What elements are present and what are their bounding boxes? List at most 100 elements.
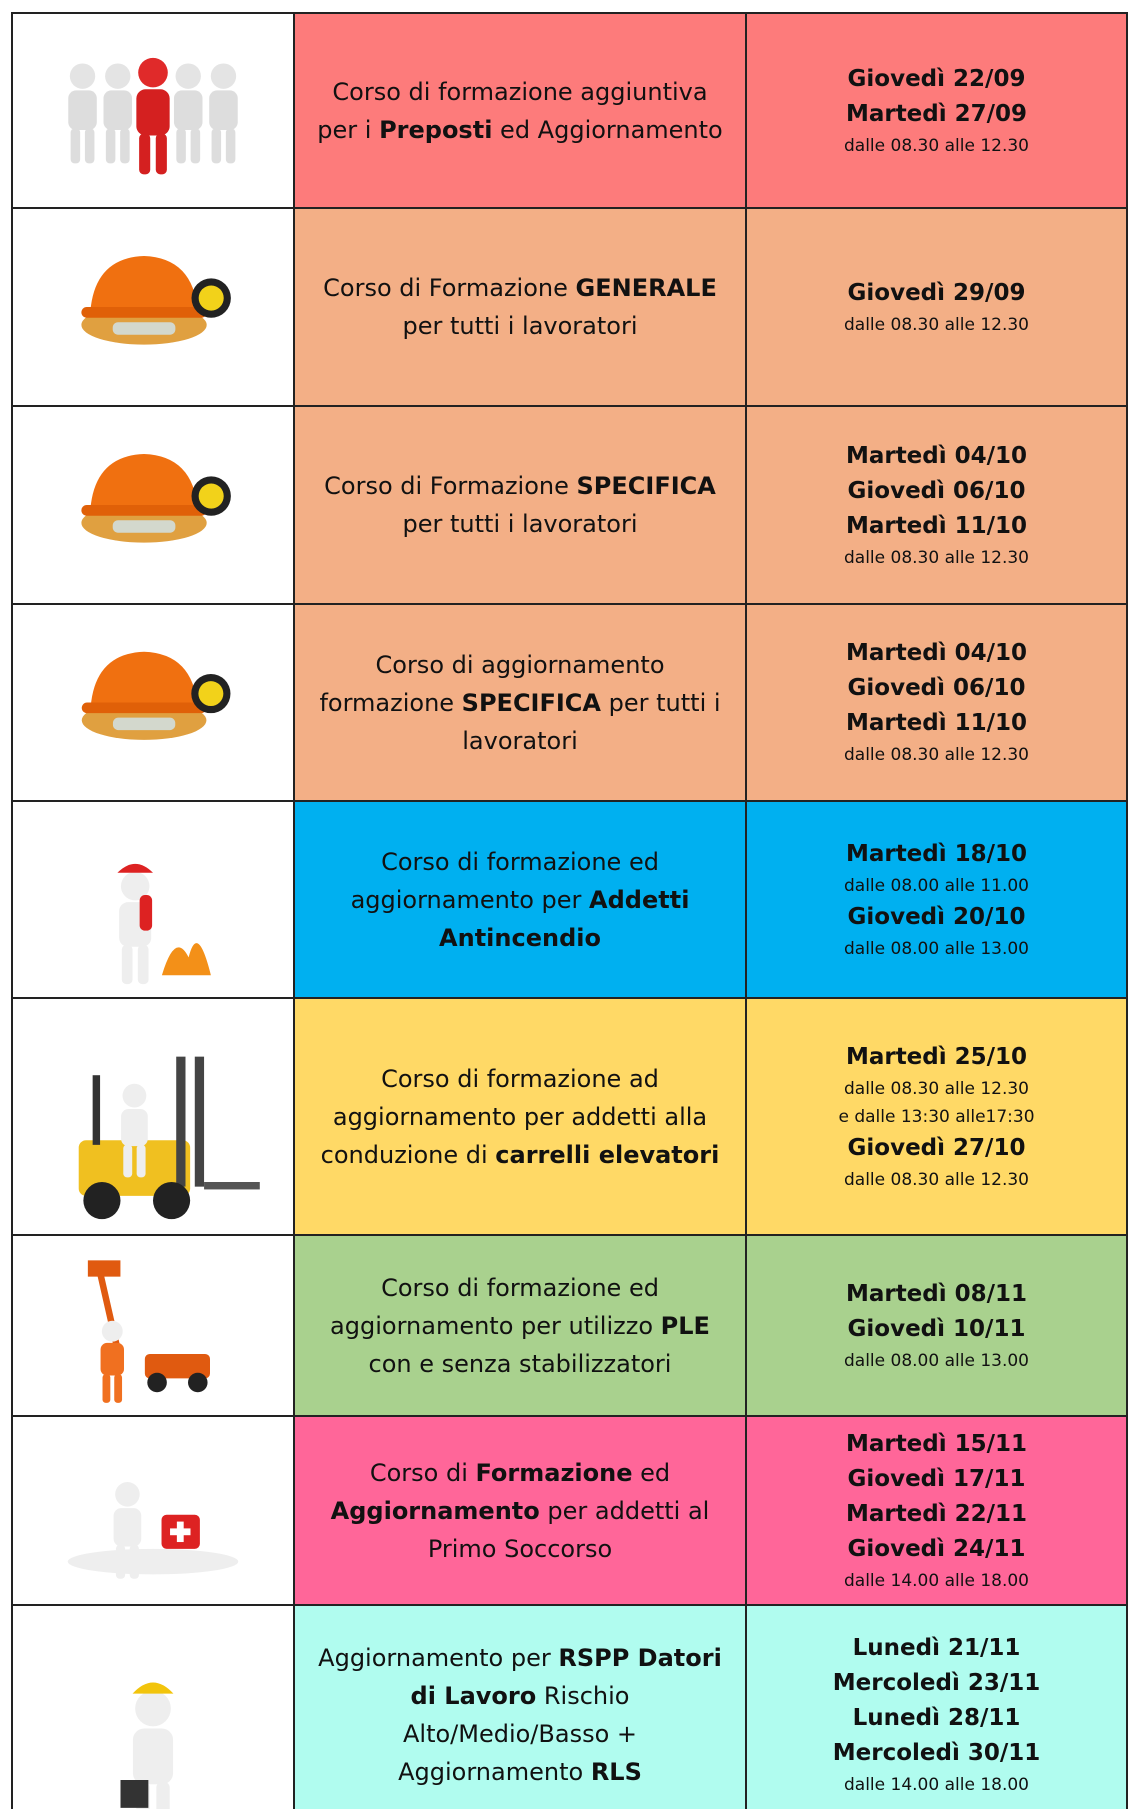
date: Giovedì 27/10 [847, 1134, 1026, 1161]
course-row: Corso di aggiornamento formazione SPECIF… [13, 605, 1128, 802]
course-table: Corso di formazione aggiuntiva per i Pre… [11, 12, 1128, 1809]
course-text: Corso di formazione ed aggiornamento per… [309, 843, 731, 957]
course-name: Corso di formazione aggiuntiva per i Pre… [295, 14, 747, 207]
date: Giovedì 20/10 [847, 903, 1026, 930]
schedule: Martedì 18/10 dalle 08.00 alle 11.00 Giove… [747, 802, 1128, 997]
course-part: Corso di formazione aggiuntiva per i [317, 77, 708, 144]
course-text: Corso di formazione aggiuntiva per i Pre… [309, 73, 731, 149]
time: dalle 08.30 alle 12.30 [844, 745, 1029, 765]
date: Martedì 25/10 [845, 1043, 1028, 1070]
icon [81, 453, 231, 543]
course-part: Corso di Formazione [324, 472, 577, 500]
date: Martedì 11/10 [845, 512, 1028, 539]
course-row: Corso di formazione ed aggiornamento per… [13, 1236, 1128, 1417]
course-row: Corso di Formazione ed Aggiornamento per… [13, 1417, 1128, 1606]
course-part: con e senza stabilizzatori [368, 1349, 672, 1378]
course-name: Corso di formazione ed aggiornamento per… [295, 802, 747, 997]
course-row: Corso di Formazione GENERALE per tutti i… [13, 209, 1128, 407]
course-text: Corso di aggiornamento formazione SPECIF… [309, 646, 731, 760]
course-part: Corso di formazione ad aggiornamento per… [320, 1064, 708, 1169]
schedule: Martedì 04/10 Giovedì 06/10 Martedì 11/10 d… [747, 407, 1128, 603]
course-row: Corso di formazione aggiuntiva per i Pre… [13, 14, 1128, 209]
icon [87, 1260, 210, 1403]
date: Giovedì 10/11 [847, 1315, 1026, 1342]
date: Martedì 04/10 [845, 442, 1028, 469]
schedule: Giovedì 22/09 Martedì 27/09 dalle 08.30 al… [747, 14, 1128, 207]
course-part: SPECIFICA [461, 688, 601, 717]
date: Lunedì 28/11 [852, 1705, 1021, 1731]
icon [78, 1056, 260, 1219]
time: dalle 08.30 alle 12.30 [844, 135, 1029, 156]
icon [117, 863, 211, 985]
course-name: Corso di formazione ed aggiornamento per… [295, 1236, 747, 1415]
course-text: Corso di Formazione ed Aggiornamento per… [309, 1454, 731, 1568]
course-part: Aggiornamento per [318, 1644, 559, 1672]
row-icon [13, 802, 295, 997]
time: dalle 08.00 alle 11.00 [844, 875, 1029, 896]
course-part: RLS [590, 1758, 642, 1786]
course-part: Corso di [369, 1458, 476, 1487]
course-part: Preposti [379, 115, 493, 144]
schedule: Martedì 15/11 Giovedì 17/11 Martedì 22/11 G… [747, 1417, 1128, 1604]
schedule: Lunedì 21/11 Mercoledì 23/11 Lunedì 28/11 M… [747, 1606, 1128, 1809]
date: Martedì 04/10 [845, 640, 1028, 666]
schedule: Giovedì 29/09 dalle 08.30 alle 12.30 [747, 209, 1128, 405]
date: Giovedì 29/09 [847, 279, 1026, 306]
row-icon [13, 1606, 295, 1809]
icon [81, 651, 231, 740]
course-part: Addetti Antincendio [439, 885, 690, 952]
icon [81, 255, 231, 345]
course-name: Corso di Formazione SPECIFICA per tutti … [295, 407, 747, 603]
course-part: Corso di formazione ed aggiornamento per [350, 847, 659, 914]
course-part: ed Aggiornamento [492, 115, 723, 144]
course-row: Corso di formazione ad aggiornamento per… [13, 999, 1128, 1236]
course-part: per tutti i lavoratori [462, 688, 721, 755]
course-row: Aggiornamento per RSPP Datori di Lavoro … [13, 1606, 1128, 1809]
date: Mercoledì 30/11 [832, 1740, 1041, 1766]
date: Lunedì 21/11 [852, 1635, 1021, 1661]
icon [120, 1682, 174, 1809]
date: Mercoledì 23/11 [832, 1670, 1041, 1696]
row-icon [13, 209, 295, 405]
date: Giovedì 24/11 [847, 1535, 1026, 1562]
time: dalle 08.30 alle 12.30 [844, 1078, 1029, 1099]
schedule: Martedì 25/10 dalle 08.30 alle 12.30 e dal… [747, 999, 1128, 1234]
course-part: GENERALE [575, 274, 717, 302]
date: Martedì 22/11 [845, 1500, 1028, 1527]
schedule: Martedì 08/11 Giovedì 10/11 dalle 08.00 al… [747, 1236, 1128, 1415]
course-part: SPECIFICA [576, 472, 716, 500]
icon [67, 1482, 239, 1579]
time: dalle 08.00 alle 13.00 [844, 938, 1029, 959]
date: Giovedì 22/09 [847, 65, 1026, 92]
course-part: Aggiornamento [330, 1496, 540, 1525]
time: dalle 14.00 alle 18.00 [844, 1775, 1029, 1795]
time: dalle 14.00 alle 18.00 [844, 1570, 1029, 1591]
course-text: Aggiornamento per RSPP Datori di Lavoro … [309, 1639, 731, 1791]
course-text: Corso di Formazione SPECIFICA per tutti … [309, 467, 731, 543]
date: Giovedì 06/10 [847, 675, 1026, 701]
course-part: ed [632, 1458, 671, 1487]
date: Giovedì 17/11 [847, 1465, 1026, 1492]
course-part: Corso di Formazione [323, 274, 576, 302]
icon [68, 57, 238, 175]
course-part: Rischio Alto/Medio/Basso + Aggiornamento [398, 1682, 637, 1786]
time: dalle 08.30 alle 12.30 [844, 1169, 1029, 1190]
date: Martedì 08/11 [845, 1280, 1028, 1307]
course-part: PLE [660, 1311, 710, 1340]
date: Giovedì 06/10 [847, 477, 1026, 504]
course-part: carrelli elevatori [495, 1140, 720, 1169]
course-name: Corso di formazione ad aggiornamento per… [295, 999, 747, 1234]
schedule: Martedì 04/10 Giovedì 06/10 Martedì 11/10 d… [747, 605, 1128, 800]
course-row: Corso di Formazione SPECIFICA per tutti … [13, 407, 1128, 605]
course-name: Corso di Formazione GENERALE per tutti i… [295, 209, 747, 405]
course-text: Corso di formazione ed aggiornamento per… [309, 1269, 731, 1383]
row-icon [13, 605, 295, 800]
course-part: per tutti i lavoratori [402, 312, 638, 340]
course-name: Aggiornamento per RSPP Datori di Lavoro … [295, 1606, 747, 1809]
row-icon [13, 407, 295, 603]
date: Martedì 18/10 [845, 840, 1028, 867]
course-name: Corso di Formazione ed Aggiornamento per… [295, 1417, 747, 1604]
time: dalle 08.30 alle 12.30 [844, 314, 1029, 335]
date: Martedì 11/10 [845, 710, 1028, 736]
